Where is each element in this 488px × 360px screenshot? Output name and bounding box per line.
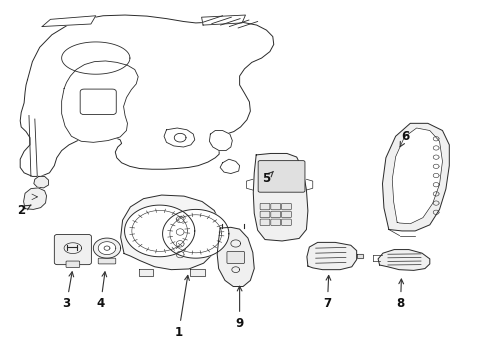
Polygon shape: [201, 15, 245, 25]
Text: 7: 7: [323, 275, 331, 310]
Polygon shape: [217, 227, 254, 287]
Text: 8: 8: [396, 279, 404, 310]
Polygon shape: [34, 176, 48, 188]
FancyBboxPatch shape: [270, 203, 280, 210]
Polygon shape: [42, 16, 96, 27]
Polygon shape: [98, 242, 116, 255]
FancyBboxPatch shape: [281, 211, 291, 218]
Polygon shape: [220, 159, 239, 174]
FancyBboxPatch shape: [281, 203, 291, 210]
Text: 3: 3: [62, 272, 74, 310]
Polygon shape: [209, 131, 232, 150]
Polygon shape: [306, 242, 356, 270]
Polygon shape: [163, 210, 228, 258]
FancyBboxPatch shape: [270, 219, 280, 226]
Text: 5: 5: [262, 171, 273, 185]
Polygon shape: [377, 249, 429, 270]
FancyBboxPatch shape: [54, 234, 91, 265]
FancyBboxPatch shape: [270, 211, 280, 218]
FancyBboxPatch shape: [66, 261, 80, 267]
FancyBboxPatch shape: [80, 89, 116, 114]
FancyBboxPatch shape: [260, 203, 269, 210]
Polygon shape: [189, 269, 204, 276]
Polygon shape: [124, 205, 194, 257]
Polygon shape: [93, 238, 121, 258]
FancyBboxPatch shape: [98, 258, 116, 264]
Text: 9: 9: [235, 286, 243, 330]
Polygon shape: [121, 195, 220, 270]
Polygon shape: [139, 269, 153, 276]
Text: 6: 6: [399, 130, 408, 147]
FancyBboxPatch shape: [260, 211, 269, 218]
Polygon shape: [61, 61, 138, 142]
Text: 4: 4: [96, 272, 106, 310]
Polygon shape: [20, 15, 273, 176]
Polygon shape: [253, 153, 307, 241]
FancyBboxPatch shape: [260, 219, 269, 226]
Polygon shape: [356, 254, 362, 258]
Text: 2: 2: [18, 204, 31, 217]
FancyBboxPatch shape: [226, 251, 244, 264]
Polygon shape: [23, 188, 46, 210]
FancyBboxPatch shape: [258, 161, 305, 192]
Polygon shape: [391, 128, 442, 224]
Polygon shape: [382, 123, 448, 231]
Polygon shape: [163, 128, 194, 147]
FancyBboxPatch shape: [281, 219, 291, 226]
Text: 1: 1: [174, 275, 189, 339]
Polygon shape: [61, 42, 130, 74]
